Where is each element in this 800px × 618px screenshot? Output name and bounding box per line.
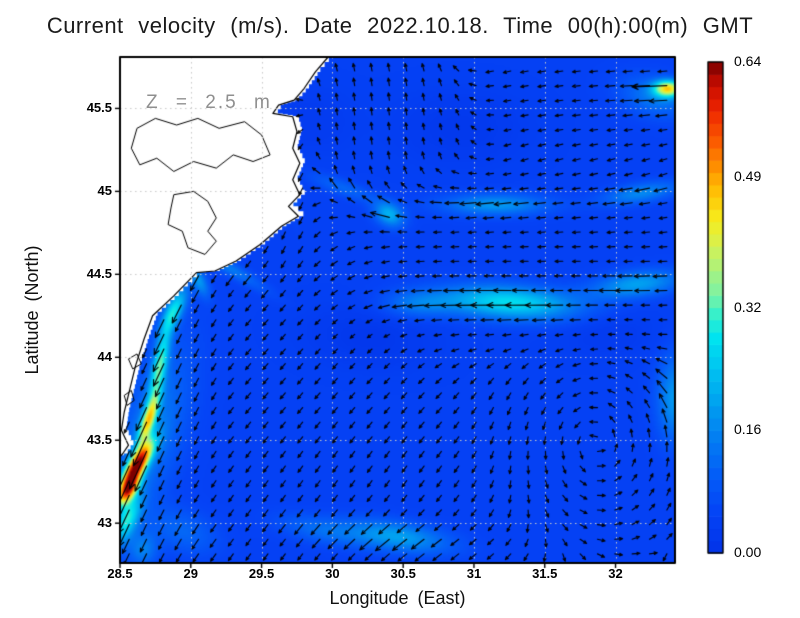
y-tick-label: 44 <box>97 349 112 365</box>
y-tick-label: 45.5 <box>86 100 112 116</box>
y-tick-label: 43 <box>97 515 112 531</box>
x-tick-label: 30.5 <box>390 566 416 581</box>
x-tick-label: 29.5 <box>248 566 275 581</box>
chart-title: Current velocity (m/s). Date 2022.10.18.… <box>46 13 754 38</box>
x-axis-label: Longitude (East) <box>329 588 466 608</box>
x-tick-label: 28.5 <box>107 566 133 581</box>
x-tick-label: 31.5 <box>532 566 558 581</box>
x-tick-label: 31 <box>466 566 482 581</box>
x-tick-label: 30 <box>325 566 340 581</box>
y-axis-label: Latitude (North) <box>22 245 42 375</box>
depth-annotation: Z = 2.5 m <box>146 92 272 113</box>
colorbar-tick-label: 0.32 <box>734 298 762 315</box>
colorbar-tick-label: 0.49 <box>734 168 762 185</box>
y-tick-label: 44.5 <box>86 266 112 282</box>
x-tick-label: 32 <box>608 566 623 581</box>
colorbar-tick-label: 0.00 <box>734 544 762 560</box>
y-tick-label: 43.5 <box>86 432 112 448</box>
y-tick-label: 45 <box>97 183 112 199</box>
x-tick-label: 29 <box>183 566 199 581</box>
colorbar-tick-label: 0.16 <box>734 421 762 438</box>
colorbar-tick-label: 0.64 <box>734 53 762 69</box>
